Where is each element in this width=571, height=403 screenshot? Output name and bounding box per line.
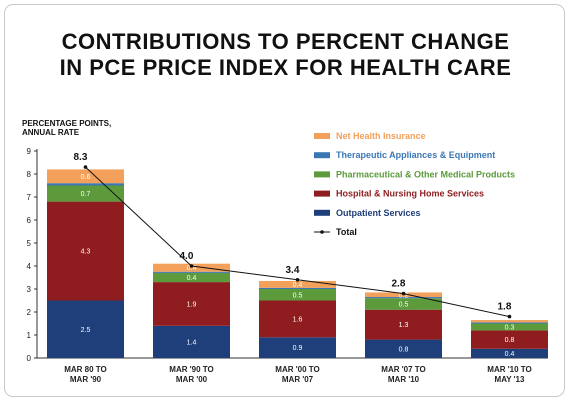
bar-segment-label: 2.5	[81, 327, 91, 334]
legend-label: Pharmaceutical & Other Medical Products	[336, 169, 515, 179]
y-tick-label: 7	[27, 193, 32, 202]
x-category-label: MAR '90	[70, 375, 102, 384]
bar-segment	[47, 169, 124, 184]
total-label: 2.8	[392, 279, 406, 290]
bar-segment-label: 0.7	[81, 191, 91, 198]
y-tick-label: 6	[27, 216, 32, 225]
bar-segment-label: 1.6	[293, 316, 303, 323]
bar-segment-label: 4.3	[81, 249, 91, 256]
y-tick-label: 4	[27, 262, 32, 271]
bar-segment-label: 0.4	[293, 282, 303, 289]
bar-segment	[259, 300, 336, 338]
bar-segment-label: 1.3	[399, 322, 409, 329]
bar-segment	[153, 271, 230, 273]
legend-swatch	[314, 209, 330, 216]
x-category-label: MAR '07	[282, 375, 314, 384]
legend-swatch	[314, 171, 330, 178]
bar-segment	[47, 300, 124, 358]
bar-segment-label: 0.3	[505, 324, 515, 331]
y-tick-label: 0	[27, 354, 32, 363]
bar-segment	[365, 297, 442, 299]
bar-segment-label: 0.4	[505, 351, 515, 358]
x-category-label: MAY '13	[495, 375, 525, 384]
chart-title-line-1: CONTRIBUTIONS TO PERCENT CHANGE	[61, 29, 510, 54]
bar-segment-label: 0.8	[399, 346, 409, 353]
x-category-label: MAR '00	[176, 375, 208, 384]
bar-segment-label: 0.8	[505, 337, 515, 344]
chart-title-line-2: IN PCE PRICE INDEX FOR HEALTH CARE	[59, 55, 512, 80]
total-label: 3.4	[286, 265, 300, 276]
legend-swatch	[314, 133, 330, 139]
bar-segment	[365, 339, 442, 358]
bar-segment	[259, 287, 336, 289]
bar-segment	[471, 320, 548, 323]
legend-label: Hospital & Nursing Home Services	[336, 189, 484, 199]
bar-segment-label: 0.9	[293, 345, 303, 352]
legend-swatch	[314, 152, 330, 159]
total-point	[507, 314, 512, 319]
total-point	[401, 291, 406, 296]
bar-segment	[471, 323, 548, 331]
x-category-label: MAR '07 TO	[381, 365, 425, 374]
x-category-label: MAR 80 TO	[64, 365, 107, 374]
total-label: 1.8	[498, 302, 512, 313]
bar-segment-label: 0.4	[187, 265, 197, 272]
total-point	[83, 165, 88, 169]
bar-segment-label: 1.9	[187, 301, 197, 308]
bar-segment	[471, 322, 548, 324]
y-axis-label-line-2: ANNUAL RATE	[22, 128, 80, 137]
bar-segment	[153, 282, 230, 326]
bar-segment-label: 0.5	[293, 292, 303, 299]
legend-label: Therapeutic Appliances & Equipment	[336, 150, 495, 160]
bar-segment	[47, 201, 124, 301]
total-point	[295, 278, 300, 282]
legend-label: Total	[336, 227, 357, 237]
bar-segment	[365, 298, 442, 310]
y-tick-label: 3	[27, 285, 32, 294]
x-category-label: MAR '90 TO	[169, 365, 213, 374]
bar-segment	[471, 348, 548, 358]
x-category-label: MAR '00 TO	[275, 365, 319, 374]
total-point	[189, 264, 194, 268]
bar-segment-label: 1.4	[187, 339, 197, 346]
bar-segment	[259, 289, 336, 301]
total-label: 4.0	[180, 251, 194, 262]
y-tick-label: 5	[27, 239, 32, 248]
legend-label: Outpatient Services	[336, 208, 421, 218]
bar-segment	[153, 272, 230, 283]
legend-line-marker	[320, 230, 324, 234]
y-tick-label: 8	[27, 170, 32, 179]
bar-segment-label: 0.4	[187, 275, 197, 282]
y-tick-label: 1	[27, 331, 32, 340]
x-category-label: MAR '10 TO	[487, 365, 531, 374]
y-axis-label-line-1: PERCENTAGE POINTS,	[22, 119, 111, 128]
bar-segment-label: 0.5	[399, 301, 409, 308]
total-label: 8.3	[74, 152, 88, 163]
bar-segment	[471, 330, 548, 349]
bar-segment	[47, 183, 124, 186]
legend-label: Net Health Insurance	[336, 131, 426, 141]
bar-segment	[47, 185, 124, 202]
bar-segment	[365, 309, 442, 340]
bar-segment	[153, 325, 230, 358]
y-tick-label: 9	[27, 147, 32, 156]
bar-segment	[259, 337, 336, 358]
x-category-label: MAR '10	[388, 375, 420, 384]
legend-swatch	[314, 190, 330, 197]
y-tick-label: 2	[27, 308, 32, 317]
bar-segment-label: 0.6	[81, 174, 91, 181]
bar-segment	[259, 280, 336, 288]
bar-segment-label: 0.2	[399, 292, 409, 299]
